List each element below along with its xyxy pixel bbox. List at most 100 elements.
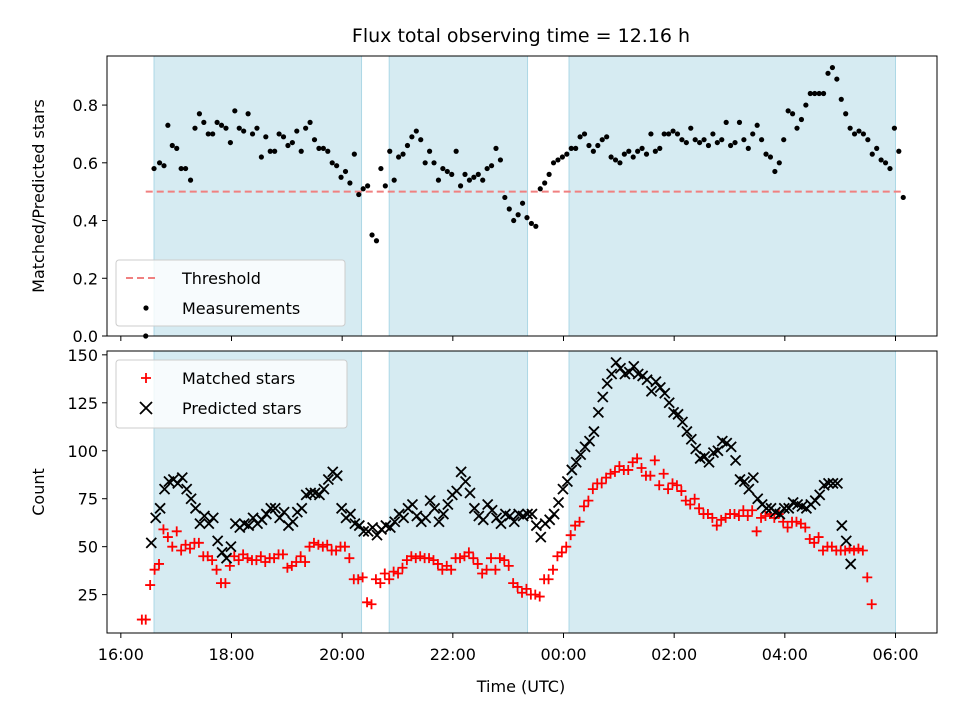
data-point: [161, 163, 167, 169]
data-point: [455, 553, 466, 564]
data-point: [723, 119, 729, 125]
data-point: [466, 177, 473, 183]
data-point: [552, 496, 565, 509]
data-point: [521, 508, 534, 520]
data-point: [449, 171, 455, 177]
data-point: [241, 128, 247, 134]
data-point: [397, 512, 410, 524]
data-point: [494, 553, 505, 564]
y-axis-label: Matched/Predicted stars: [29, 99, 48, 293]
data-point: [652, 148, 658, 154]
data-point: [750, 131, 756, 137]
data-point: [843, 111, 849, 117]
data-point: [659, 387, 671, 399]
data-point: [565, 530, 576, 541]
data-point: [462, 171, 468, 177]
data-point: [158, 483, 171, 495]
data-point: [628, 360, 640, 372]
x-tick-label: 22:00: [430, 645, 476, 664]
data-point: [339, 541, 350, 552]
data-point: [313, 489, 326, 501]
data-point: [267, 148, 273, 154]
data-point: [203, 518, 215, 530]
data-point: [176, 471, 188, 484]
data-point: [344, 553, 355, 564]
data-point: [865, 137, 871, 143]
data-point: [220, 578, 231, 589]
data-point: [254, 125, 260, 131]
data-point: [493, 145, 499, 151]
data-point: [738, 475, 751, 488]
data-point: [789, 111, 796, 117]
data-point: [728, 142, 734, 149]
data-point: [263, 134, 269, 140]
data-point: [831, 477, 844, 490]
data-point: [404, 142, 411, 149]
legend-label: Predicted stars: [182, 399, 302, 418]
data-point: [891, 125, 897, 131]
data-point: [776, 160, 782, 166]
data-point: [667, 478, 678, 489]
data-point: [393, 568, 404, 579]
data-point: [353, 519, 365, 532]
data-point: [813, 532, 824, 543]
legend: Threshold Measurements: [115, 259, 346, 327]
data-point: [689, 493, 700, 504]
data-point: [468, 553, 479, 564]
data-point: [278, 506, 290, 518]
legend-label: Measurements: [182, 299, 300, 318]
data-point: [212, 535, 224, 547]
data-point: [546, 171, 552, 177]
data-point: [174, 145, 180, 151]
data-point: [874, 145, 880, 151]
data-point: [896, 148, 902, 154]
data-point: [557, 483, 569, 495]
data-point: [763, 151, 769, 157]
data-point: [220, 552, 233, 564]
data-point: [499, 555, 510, 566]
data-point: [243, 519, 255, 532]
series-predicted-stars: [146, 358, 857, 570]
data-point: [451, 485, 463, 497]
data-point: [716, 514, 727, 525]
data-point: [657, 145, 663, 151]
data-point: [710, 131, 716, 137]
data-point: [636, 463, 647, 474]
data-point: [635, 148, 641, 154]
data-point: [729, 509, 740, 520]
x-tick-label: 18:00: [208, 645, 254, 664]
data-point: [820, 90, 827, 97]
y-tick-label: 0.4: [73, 212, 98, 231]
data-point: [347, 180, 353, 186]
data-point: [410, 553, 421, 564]
data-point: [543, 574, 554, 585]
data-point: [329, 160, 335, 166]
data-point: [878, 157, 884, 163]
data-point: [198, 510, 211, 522]
data-point: [353, 574, 364, 585]
data-point: [822, 477, 835, 490]
data-point: [812, 90, 818, 97]
data-point: [803, 102, 809, 108]
data-point: [756, 512, 767, 523]
y-tick-label: 0.6: [73, 154, 98, 173]
data-point: [729, 454, 742, 466]
data-point: [256, 514, 268, 526]
data-point: [424, 494, 436, 507]
data-point: [185, 543, 195, 554]
observing-window-2: [568, 350, 896, 634]
y-tick-label: 25: [78, 586, 98, 605]
data-point: [836, 519, 848, 532]
data-point: [521, 583, 532, 594]
data-point: [194, 518, 206, 530]
data-point: [406, 551, 417, 562]
data-point: [205, 131, 211, 137]
y-axis-label: Count: [29, 468, 48, 516]
data-point: [488, 163, 495, 169]
data-point: [440, 165, 446, 172]
data-point: [362, 597, 373, 608]
data-point: [422, 160, 428, 166]
data-point: [597, 391, 609, 403]
y-tick-label: 0.8: [73, 96, 98, 115]
data-point: [304, 487, 317, 499]
